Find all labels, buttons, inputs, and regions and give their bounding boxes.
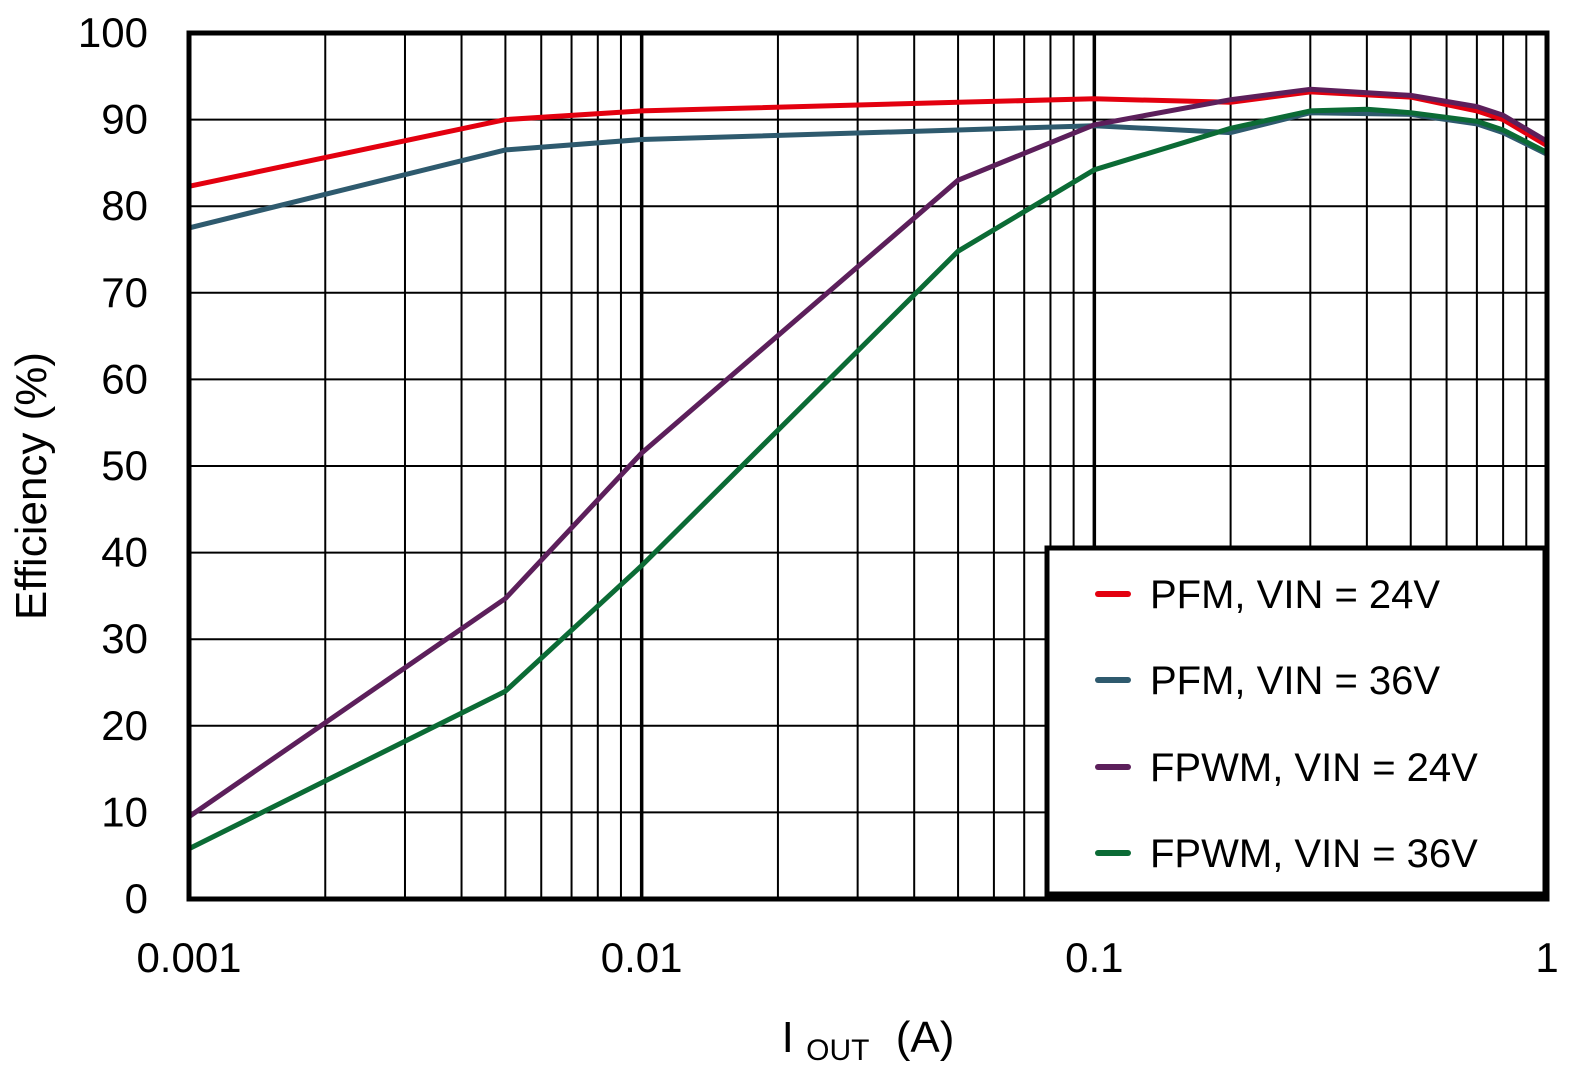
y-tick-label: 10 — [101, 788, 148, 835]
y-tick-label: 20 — [101, 702, 148, 749]
x-tick-label: 1 — [1535, 934, 1558, 981]
series-line-fpwm-vin-24v — [186, 86, 1550, 820]
y-tick-label: 90 — [101, 96, 148, 143]
y-tick-label: 40 — [101, 529, 148, 576]
y-axis-ticks: 0 10 20 30 40 50 60 70 80 90 100 — [78, 9, 148, 922]
x-tick-label: 0.001 — [136, 934, 241, 981]
legend: PFM, VIN = 24V PFM, VIN = 36V FPWM, VIN … — [1044, 545, 1548, 897]
series-group — [186, 86, 1550, 852]
legend-label-pfm-24v: PFM, VIN = 24V — [1150, 573, 1440, 617]
x-axis-title-subscript: OUT — [806, 1034, 869, 1067]
x-axis-ticks: 0.001 0.01 0.1 1 — [136, 934, 1558, 981]
legend-label-pfm-36v: PFM, VIN = 36V — [1150, 659, 1440, 703]
y-tick-label: 100 — [78, 9, 148, 56]
x-tick-label: 0.1 — [1065, 934, 1123, 981]
x-axis-title-main: I — [782, 1013, 794, 1062]
y-tick-label: 30 — [101, 615, 148, 662]
legend-label-fpwm-24v: FPWM, VIN = 24V — [1150, 746, 1478, 790]
y-tick-label: 80 — [101, 182, 148, 229]
legend-label-fpwm-36v: FPWM, VIN = 36V — [1150, 832, 1478, 876]
legend-box — [1044, 545, 1548, 897]
x-axis-title-unit: (A) — [896, 1013, 955, 1062]
plot-area-frame — [186, 30, 1550, 902]
y-tick-label: 0 — [125, 875, 148, 922]
x-axis-title: I OUT (A) — [782, 1013, 955, 1067]
x-tick-label: 0.01 — [601, 934, 683, 981]
y-tick-label: 70 — [101, 269, 148, 316]
y-tick-label: 50 — [101, 442, 148, 489]
series-line-fpwm-vin-36v — [186, 106, 1550, 852]
y-axis-title: Efficiency (%) — [7, 352, 56, 620]
y-tick-label: 60 — [101, 355, 148, 402]
series-line-pfm-vin-24v — [186, 89, 1550, 189]
